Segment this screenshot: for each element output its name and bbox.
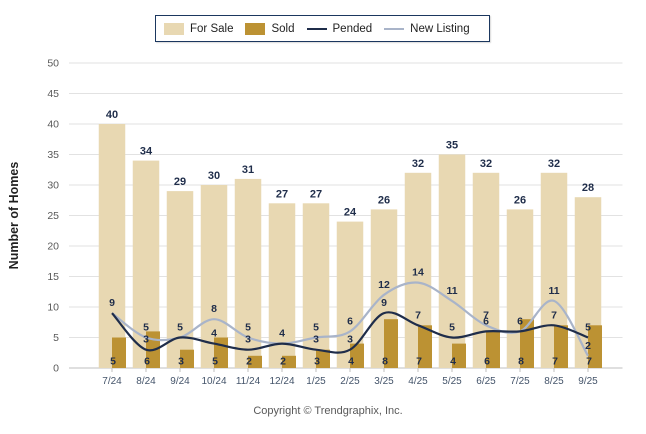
svg-text:5: 5 [245, 322, 251, 334]
svg-text:34: 34 [140, 146, 153, 158]
svg-text:14: 14 [412, 267, 424, 279]
svg-text:26: 26 [514, 194, 526, 206]
svg-text:20: 20 [47, 241, 59, 253]
svg-text:5: 5 [143, 322, 149, 334]
svg-text:3: 3 [245, 334, 251, 346]
svg-text:7: 7 [552, 356, 558, 368]
svg-text:4: 4 [211, 328, 217, 340]
svg-text:7: 7 [586, 356, 592, 368]
svg-text:11: 11 [548, 285, 559, 297]
svg-text:0: 0 [53, 363, 59, 375]
svg-text:9: 9 [109, 297, 115, 309]
svg-text:3: 3 [314, 356, 320, 368]
svg-text:2: 2 [246, 356, 252, 368]
svg-text:28: 28 [582, 182, 594, 194]
svg-text:25: 25 [47, 210, 59, 222]
svg-text:7: 7 [483, 309, 489, 321]
svg-text:5: 5 [212, 356, 218, 368]
svg-text:7/25: 7/25 [510, 376, 530, 387]
svg-text:27: 27 [310, 188, 322, 200]
svg-text:30: 30 [208, 170, 220, 182]
svg-text:40: 40 [106, 109, 118, 121]
svg-text:2: 2 [280, 356, 286, 368]
svg-text:1/25: 1/25 [306, 376, 326, 387]
svg-text:5: 5 [449, 322, 455, 334]
svg-text:4: 4 [279, 328, 285, 340]
svg-text:9/24: 9/24 [170, 376, 190, 387]
svg-text:35: 35 [446, 140, 458, 152]
svg-text:8: 8 [382, 356, 388, 368]
svg-text:Copyright © Trendgraphix, Inc.: Copyright © Trendgraphix, Inc. [253, 405, 402, 417]
svg-text:7: 7 [551, 309, 557, 321]
svg-text:5: 5 [53, 332, 59, 344]
svg-text:8: 8 [211, 303, 217, 315]
svg-text:31: 31 [242, 164, 254, 176]
svg-text:3/25: 3/25 [374, 376, 394, 387]
svg-text:4: 4 [450, 356, 456, 368]
svg-text:5: 5 [585, 322, 591, 334]
svg-text:4/25: 4/25 [408, 376, 428, 387]
svg-text:8: 8 [518, 356, 524, 368]
svg-text:30: 30 [47, 180, 59, 192]
svg-text:10: 10 [47, 302, 59, 314]
svg-text:4: 4 [348, 356, 354, 368]
svg-text:6/25: 6/25 [476, 376, 496, 387]
svg-text:6: 6 [484, 356, 490, 368]
svg-text:27: 27 [276, 188, 288, 200]
svg-text:45: 45 [47, 88, 59, 100]
svg-text:12/24: 12/24 [269, 376, 294, 387]
svg-text:Number of Homes: Number of Homes [7, 162, 21, 270]
svg-text:12: 12 [378, 279, 390, 291]
svg-text:8/25: 8/25 [544, 376, 564, 387]
svg-text:8/24: 8/24 [136, 376, 156, 387]
svg-text:5: 5 [313, 322, 319, 334]
svg-text:3: 3 [347, 334, 353, 346]
svg-text:6: 6 [144, 356, 150, 368]
svg-text:3: 3 [178, 356, 184, 368]
svg-text:6: 6 [517, 315, 523, 327]
svg-text:5/25: 5/25 [442, 376, 462, 387]
svg-text:29: 29 [174, 176, 186, 188]
svg-text:5: 5 [177, 322, 183, 334]
svg-text:9/25: 9/25 [578, 376, 598, 387]
svg-text:32: 32 [548, 158, 560, 170]
svg-text:26: 26 [378, 194, 390, 206]
svg-text:3: 3 [143, 334, 149, 346]
svg-text:15: 15 [47, 271, 59, 283]
svg-text:3: 3 [313, 334, 319, 346]
svg-text:9: 9 [381, 297, 387, 309]
svg-text:10/24: 10/24 [201, 376, 226, 387]
svg-text:7/24: 7/24 [102, 376, 122, 387]
svg-text:2/25: 2/25 [340, 376, 360, 387]
svg-text:11: 11 [446, 285, 457, 297]
svg-text:32: 32 [480, 158, 492, 170]
svg-text:6: 6 [347, 315, 353, 327]
svg-text:2: 2 [585, 340, 591, 352]
svg-text:11/24: 11/24 [236, 376, 261, 387]
svg-text:40: 40 [47, 119, 59, 131]
svg-text:50: 50 [47, 58, 59, 70]
svg-text:35: 35 [47, 149, 59, 161]
svg-text:32: 32 [412, 158, 424, 170]
svg-text:24: 24 [344, 207, 357, 219]
svg-text:7: 7 [415, 309, 421, 321]
svg-text:5: 5 [110, 356, 116, 368]
svg-text:7: 7 [416, 356, 422, 368]
